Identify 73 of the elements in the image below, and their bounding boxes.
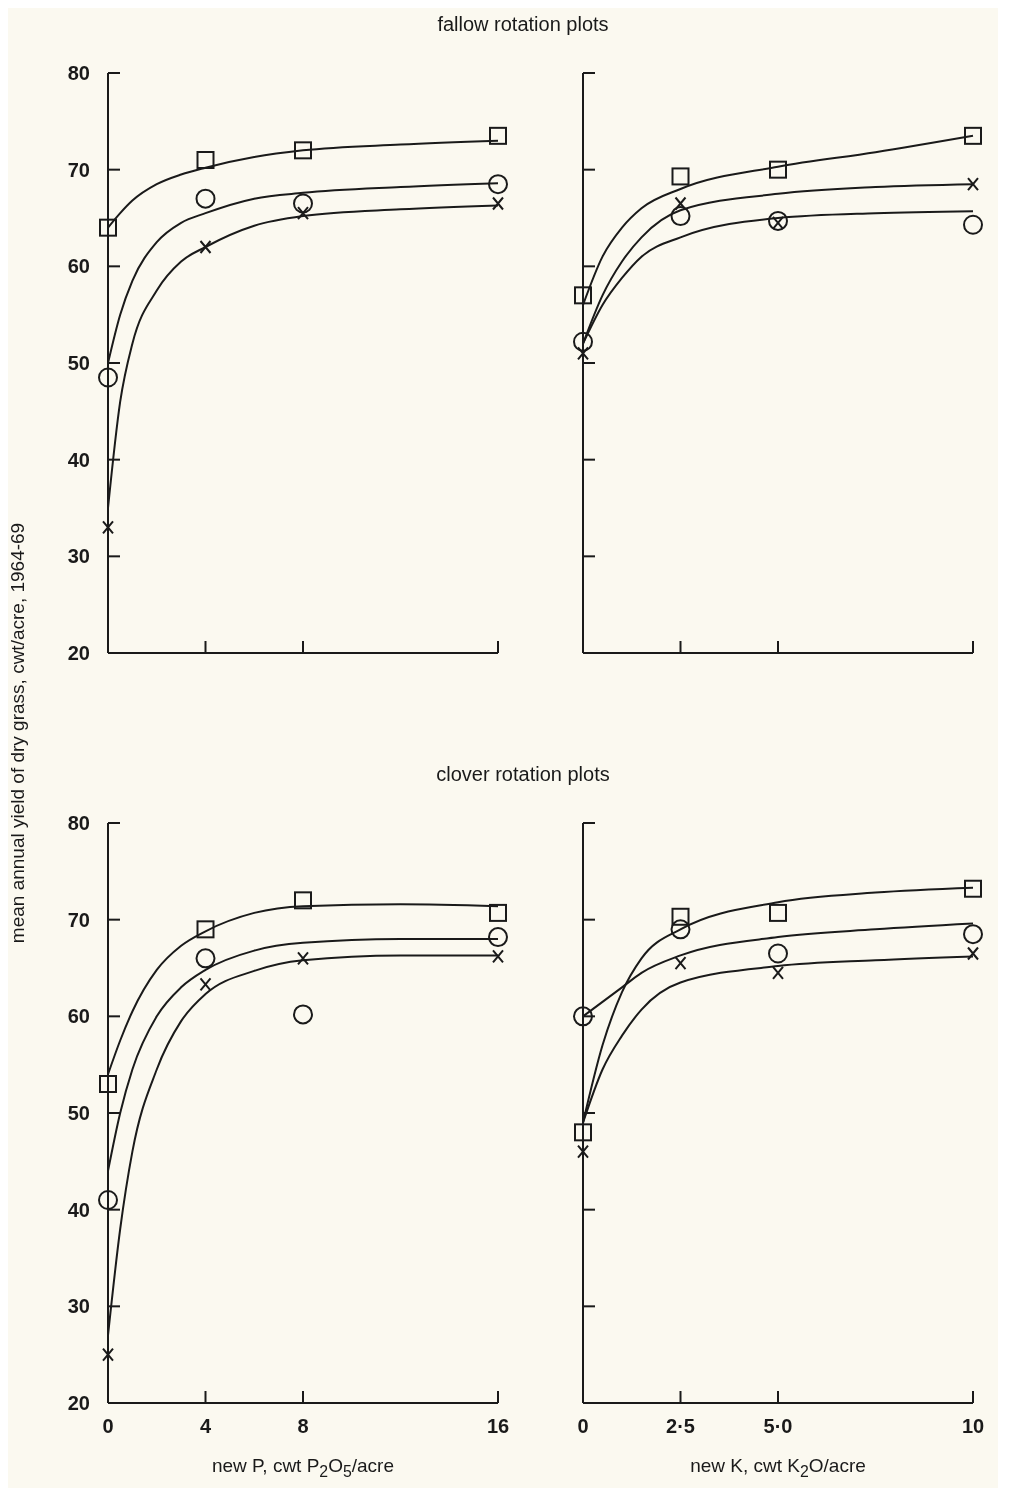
x-tick-label: 8 bbox=[297, 1415, 309, 1437]
point bbox=[964, 126, 982, 145]
point bbox=[674, 196, 687, 211]
y-axis-title: mean annual yield of dry grass, cwt/acre, 1964-69 bbox=[7, 522, 29, 944]
point bbox=[98, 1190, 118, 1210]
point bbox=[577, 1144, 589, 1159]
point bbox=[293, 193, 313, 214]
point bbox=[195, 188, 216, 209]
y-tick-label: 70 bbox=[67, 158, 90, 181]
x-tick-label: 16 bbox=[486, 1415, 510, 1437]
chart-title: clover rotation plots bbox=[435, 763, 611, 786]
y-tick-label: 50 bbox=[67, 352, 90, 374]
point bbox=[674, 956, 687, 971]
point bbox=[196, 920, 215, 939]
point bbox=[294, 891, 312, 910]
point bbox=[293, 1004, 313, 1025]
point bbox=[671, 907, 690, 926]
x-tick-label: 5·0 bbox=[763, 1415, 793, 1437]
x-axis-title: new P, cwt P$_{2}$O$_{5}$/acre bbox=[211, 1455, 395, 1481]
point bbox=[964, 879, 982, 898]
y-tick-label: 60 bbox=[67, 255, 90, 278]
point bbox=[670, 919, 691, 940]
point bbox=[769, 903, 787, 922]
point bbox=[769, 160, 787, 179]
point bbox=[671, 167, 690, 186]
y-tick-label: 40 bbox=[67, 448, 90, 471]
y-tick-label: 30 bbox=[67, 545, 90, 568]
y-tick-label: 80 bbox=[67, 812, 90, 834]
x-tick-label: 10 bbox=[961, 1415, 985, 1437]
y-tick-label: 20 bbox=[67, 642, 90, 664]
y-tick-label: 80 bbox=[67, 62, 90, 84]
point bbox=[297, 206, 309, 221]
y-tick-label: 50 bbox=[67, 1102, 90, 1124]
point bbox=[99, 218, 117, 237]
x-tick-label: 2·5 bbox=[666, 1415, 695, 1437]
point bbox=[967, 177, 979, 192]
y-tick-label: 30 bbox=[67, 1295, 90, 1318]
point bbox=[573, 331, 593, 352]
point bbox=[963, 214, 983, 235]
point bbox=[297, 951, 309, 966]
point bbox=[768, 943, 788, 964]
point bbox=[492, 949, 504, 964]
point bbox=[768, 210, 788, 231]
point bbox=[199, 977, 212, 992]
point bbox=[102, 520, 114, 535]
point bbox=[196, 151, 215, 169]
point bbox=[574, 1123, 592, 1142]
point bbox=[670, 206, 691, 227]
x-axis-title: new K, cwt K$_{2}$O/acre bbox=[689, 1455, 867, 1481]
point bbox=[98, 367, 118, 388]
point bbox=[577, 346, 589, 361]
y-tick-label: 70 bbox=[67, 908, 90, 931]
point bbox=[488, 174, 508, 195]
point bbox=[99, 1075, 117, 1093]
x-tick-label: 0 bbox=[577, 1415, 589, 1437]
point bbox=[489, 903, 507, 922]
point bbox=[102, 1347, 114, 1362]
point bbox=[772, 965, 784, 980]
point bbox=[574, 286, 592, 305]
point bbox=[963, 924, 983, 945]
y-tick-label: 40 bbox=[67, 1198, 90, 1221]
point bbox=[967, 946, 979, 961]
x-tick-label: 0 bbox=[102, 1415, 114, 1437]
point bbox=[195, 948, 216, 969]
x-tick-label: 4 bbox=[199, 1415, 212, 1437]
y-tick-label: 20 bbox=[67, 1392, 90, 1414]
chart-title: fallow rotation plots bbox=[436, 13, 610, 36]
y-tick-label: 60 bbox=[67, 1005, 90, 1028]
point bbox=[489, 126, 507, 145]
point bbox=[199, 240, 212, 254]
point bbox=[488, 927, 508, 948]
point bbox=[492, 196, 504, 211]
point bbox=[294, 141, 312, 160]
